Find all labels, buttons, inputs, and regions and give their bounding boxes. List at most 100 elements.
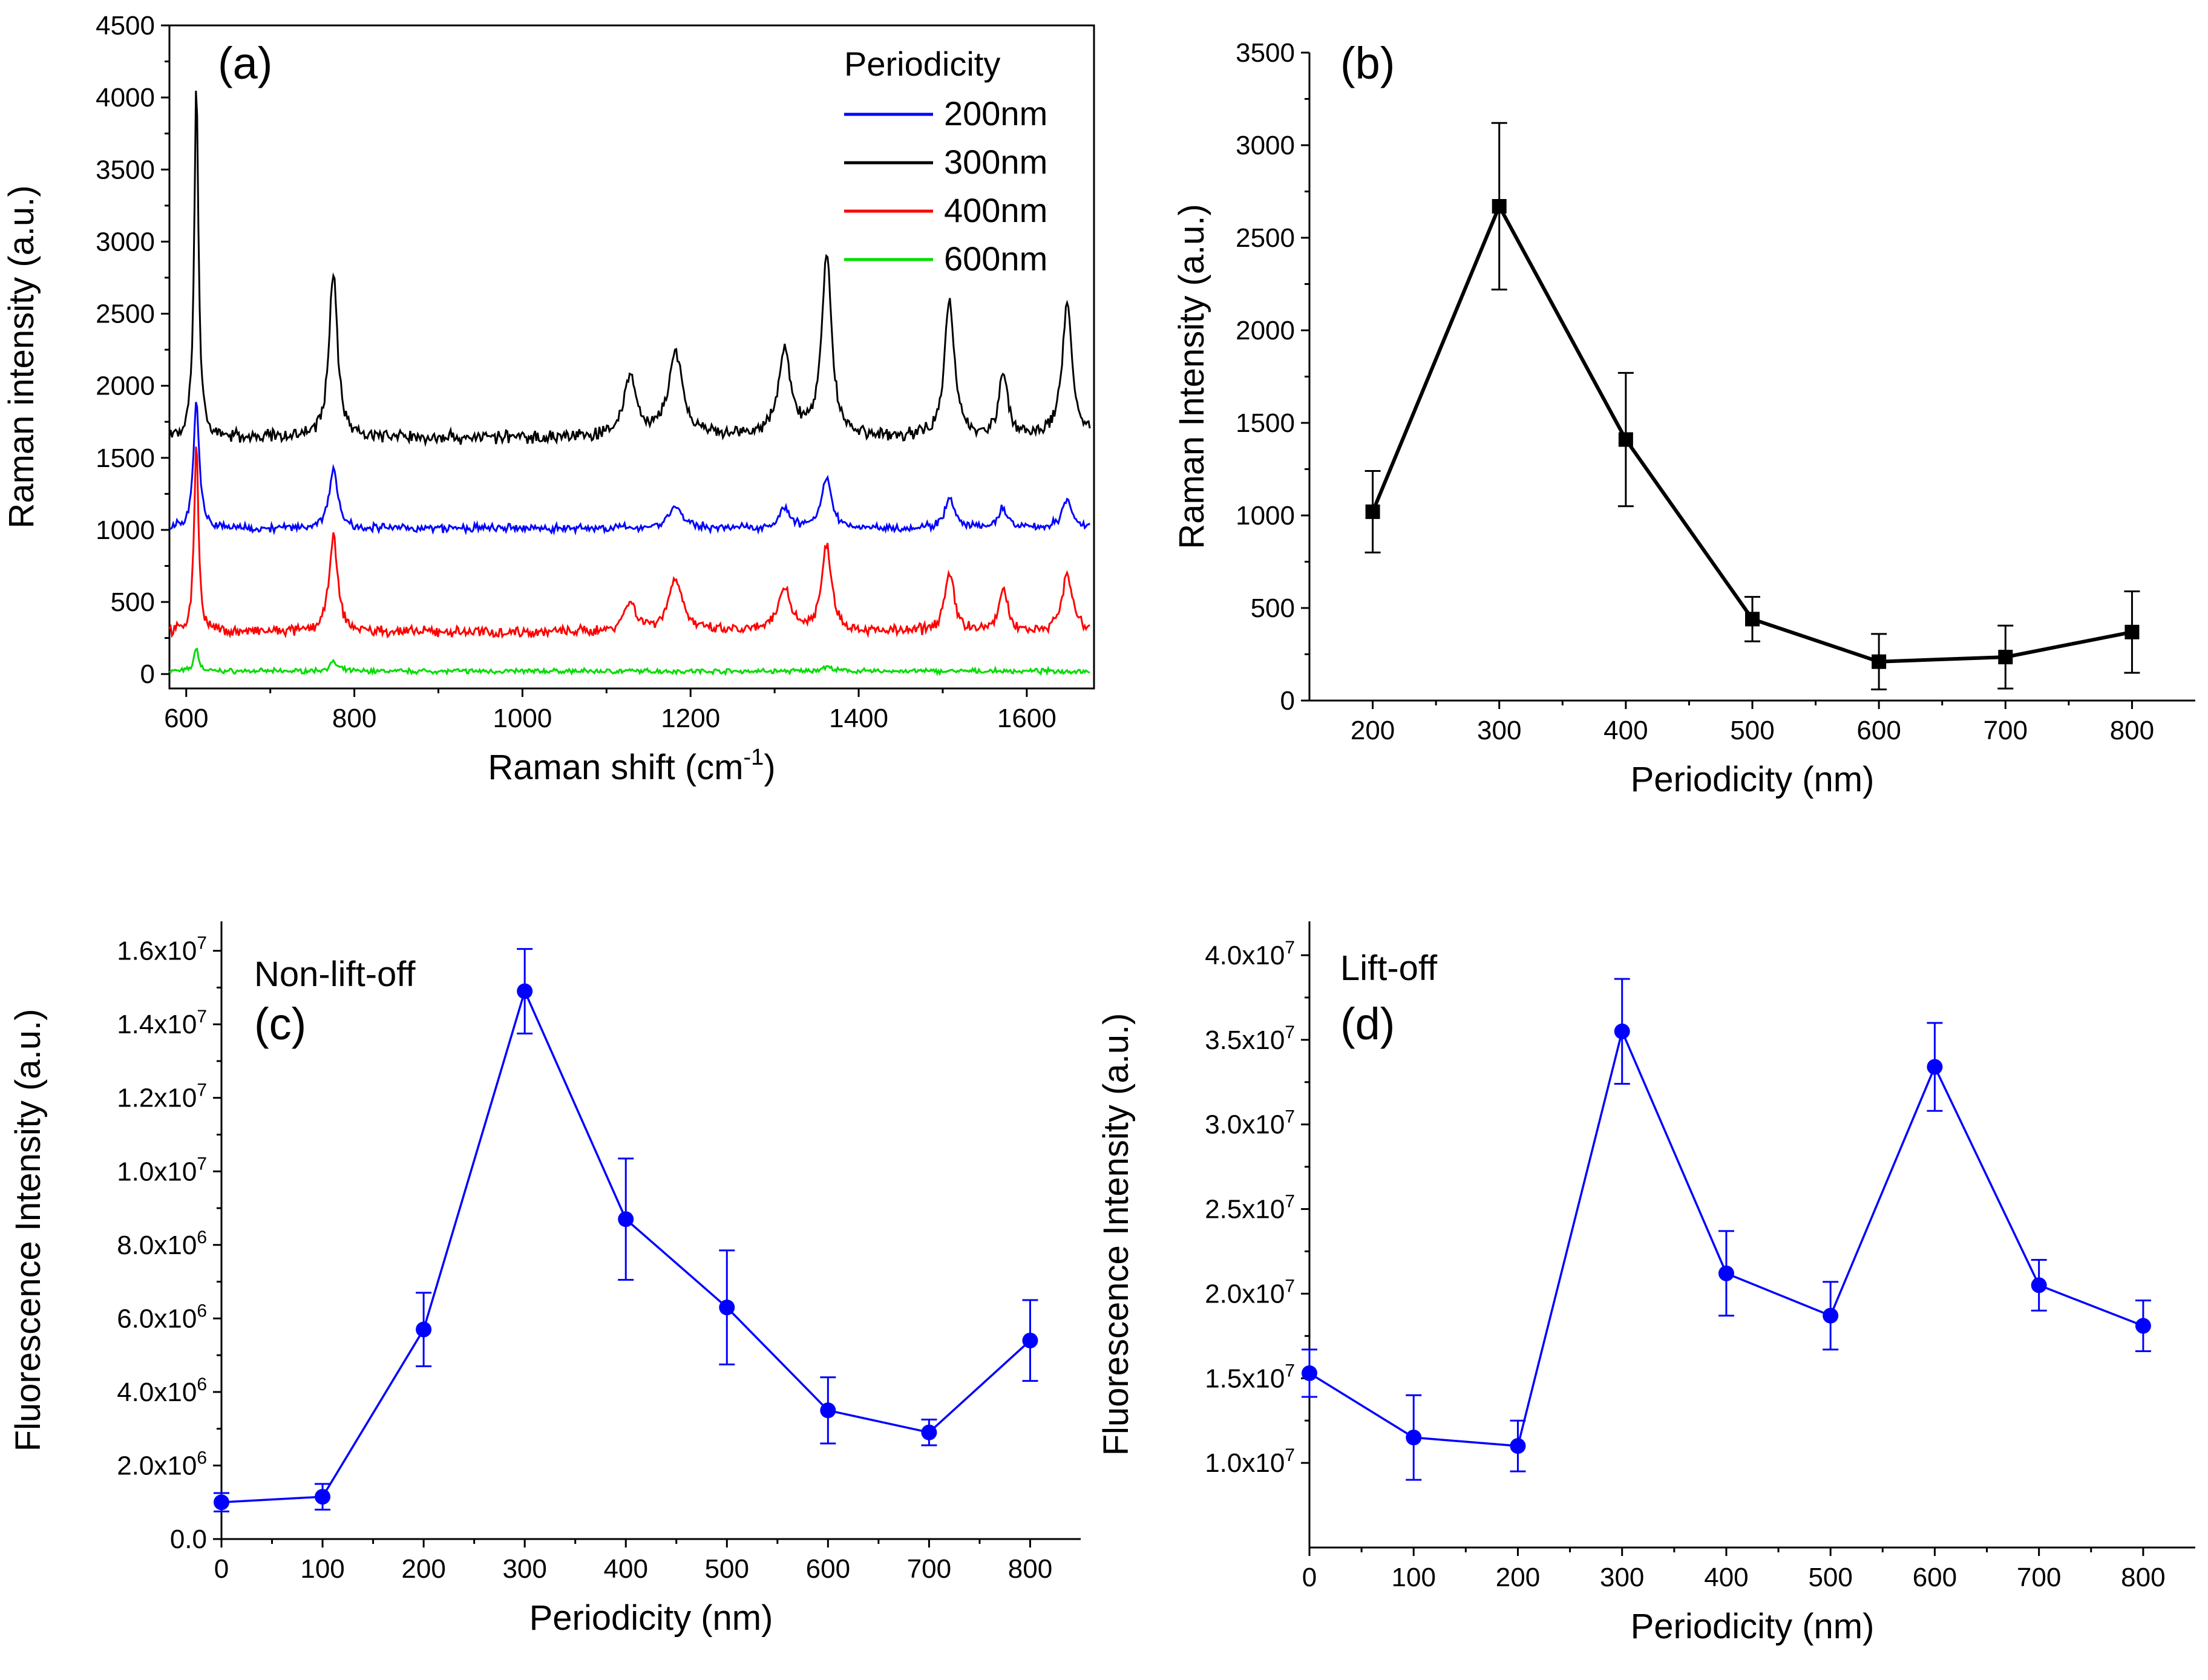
data-point <box>2031 1277 2047 1293</box>
legend-label-400nm: 400nm <box>944 191 1047 229</box>
x-tick-label: 800 <box>2110 716 2154 745</box>
legend-label-300nm: 300nm <box>944 143 1047 181</box>
panel-label: (c) <box>254 999 306 1049</box>
series-line <box>1371 202 2133 664</box>
legend-label-600nm: 600nm <box>944 240 1047 278</box>
y-tick-label: 0 <box>1280 686 1295 716</box>
data-point <box>1718 1265 1734 1281</box>
panel-c-non-lift-off-fluorescence: 0 100 200 300 400 500 600 700 800 0.0 2.0x106 4.0x1… <box>8 921 1081 1638</box>
x-tick-label: 700 <box>2017 1563 2061 1592</box>
data-point <box>1614 1023 1630 1039</box>
x-tick-label: 700 <box>907 1554 951 1584</box>
y-tick-label: 500 <box>111 587 155 617</box>
x-tick-label: 300 <box>1477 716 1521 745</box>
legend-title: Periodicity <box>844 45 1000 83</box>
data-point <box>416 1321 432 1338</box>
data-point <box>1022 1332 1038 1348</box>
x-tick-label: 1200 <box>661 704 720 733</box>
legend-label-200nm: 200nm <box>944 94 1047 132</box>
x-axis-title: Periodicity (nm) <box>1631 760 1875 799</box>
y-tick-label: 8.0x106 <box>117 1227 207 1260</box>
data-point <box>1406 1430 1422 1446</box>
spectrum-200nm <box>169 402 1091 536</box>
y-tick-label: 3000 <box>96 227 155 257</box>
y-tick-label: 2500 <box>1236 223 1295 253</box>
y-tick-label: 2000 <box>96 371 155 401</box>
y-tick-label: 3500 <box>1236 38 1295 68</box>
spectrum-400nm <box>168 446 1090 639</box>
x-tick-label: 500 <box>1730 716 1774 745</box>
y-tick-label: 1500 <box>96 443 155 473</box>
y-tick-label: 2000 <box>1236 316 1295 345</box>
data-point <box>1492 198 1507 214</box>
x-axis-title: Periodicity (nm) <box>529 1598 773 1638</box>
spectrum-600nm <box>168 647 1090 676</box>
x-tick-label: 200 <box>1496 1563 1540 1592</box>
y-tick-label: 1.6x107 <box>117 933 207 966</box>
x-tick-label: 300 <box>1600 1563 1644 1592</box>
data-point <box>1365 504 1380 519</box>
panel-a-raman-spectra: 600 800 1000 1200 1400 1600 0 500 1000 1500 2000 25… <box>2 11 1095 787</box>
y-axis-title: Fluorescence Intensity (a.u.) <box>8 1009 48 1452</box>
y-tick-label: 3.0x107 <box>1205 1107 1295 1140</box>
y-tick-label: 3.5x107 <box>1205 1022 1295 1055</box>
plot-frame <box>168 24 1095 690</box>
y-tick-label: 2.5x107 <box>1205 1192 1295 1224</box>
x-tick-label: 0 <box>1302 1563 1317 1592</box>
x-tick-label: 1600 <box>997 704 1056 733</box>
data-point <box>921 1424 937 1440</box>
y-tick-label: 4500 <box>96 11 155 41</box>
x-tick-label: 100 <box>300 1554 344 1584</box>
data-point <box>1998 650 2013 665</box>
data-point <box>820 1402 836 1419</box>
y-tick-label: 1000 <box>96 515 155 545</box>
data-point <box>1872 654 1887 669</box>
panel-label: (a) <box>218 38 272 88</box>
x-tick-label: 600 <box>1856 716 1901 745</box>
x-tick-label: 0 <box>214 1554 229 1584</box>
x-tick-label: 600 <box>164 704 208 733</box>
x-tick-label: 200 <box>401 1554 445 1584</box>
y-tick-label: 1.5x107 <box>1205 1361 1295 1393</box>
data-point <box>2135 1318 2151 1334</box>
panel-annotation: Lift-off <box>1340 949 1438 988</box>
y-tick-label: 1.0x107 <box>117 1154 207 1186</box>
data-point <box>719 1299 735 1316</box>
x-tick-label: 400 <box>1604 716 1648 745</box>
x-tick-label: 600 <box>806 1554 850 1584</box>
x-axis-title: Raman shift (cm-1) <box>488 745 775 787</box>
data-point <box>1823 1307 1839 1324</box>
data-point <box>315 1489 331 1505</box>
y-axis-title: Fluorescence Intensity (a.u.) <box>1096 1013 1136 1456</box>
x-tick-label: 800 <box>2121 1563 2165 1592</box>
x-tick-label: 1400 <box>829 704 888 733</box>
panel-annotation: Non-lift-off <box>254 955 416 994</box>
y-tick-label: 1.4x107 <box>117 1007 207 1039</box>
y-tick-label: 2500 <box>96 299 155 329</box>
y-tick-label: 2.0x107 <box>1205 1276 1295 1309</box>
y-tick-label: 500 <box>1251 593 1295 623</box>
x-tick-label: 300 <box>502 1554 546 1584</box>
panel-b-raman-intensity: 200 300 400 500 600 700 800 0 500 1000 1500 2000 250… <box>1172 38 2195 799</box>
y-axis-title: Raman intensity (a.u.) <box>2 185 41 528</box>
data-point <box>517 983 533 999</box>
x-tick-label: 500 <box>705 1554 749 1584</box>
y-tick-label: 2.0x106 <box>117 1448 207 1480</box>
y-tick-label: 0 <box>140 659 155 689</box>
panel-d-lift-off-fluorescence: 0 100 200 300 400 500 600 700 800 1.0x107 1.5x107 2… <box>1096 921 2195 1646</box>
data-point <box>1510 1438 1526 1454</box>
panel-label: (b) <box>1340 38 1395 88</box>
data-point <box>214 1494 229 1511</box>
data-point <box>2124 624 2140 639</box>
x-tick-label: 700 <box>1984 716 2028 745</box>
spectrum-300nm <box>168 90 1091 447</box>
data-point <box>1745 612 1760 627</box>
data-point <box>1618 432 1633 447</box>
y-tick-label: 1.0x107 <box>1205 1445 1295 1478</box>
x-tick-label: 1000 <box>493 704 552 733</box>
x-tick-label: 600 <box>1913 1563 1957 1592</box>
data-point <box>1302 1365 1317 1381</box>
x-tick-label: 800 <box>1008 1554 1052 1584</box>
y-tick-label: 1.2x107 <box>117 1080 207 1113</box>
